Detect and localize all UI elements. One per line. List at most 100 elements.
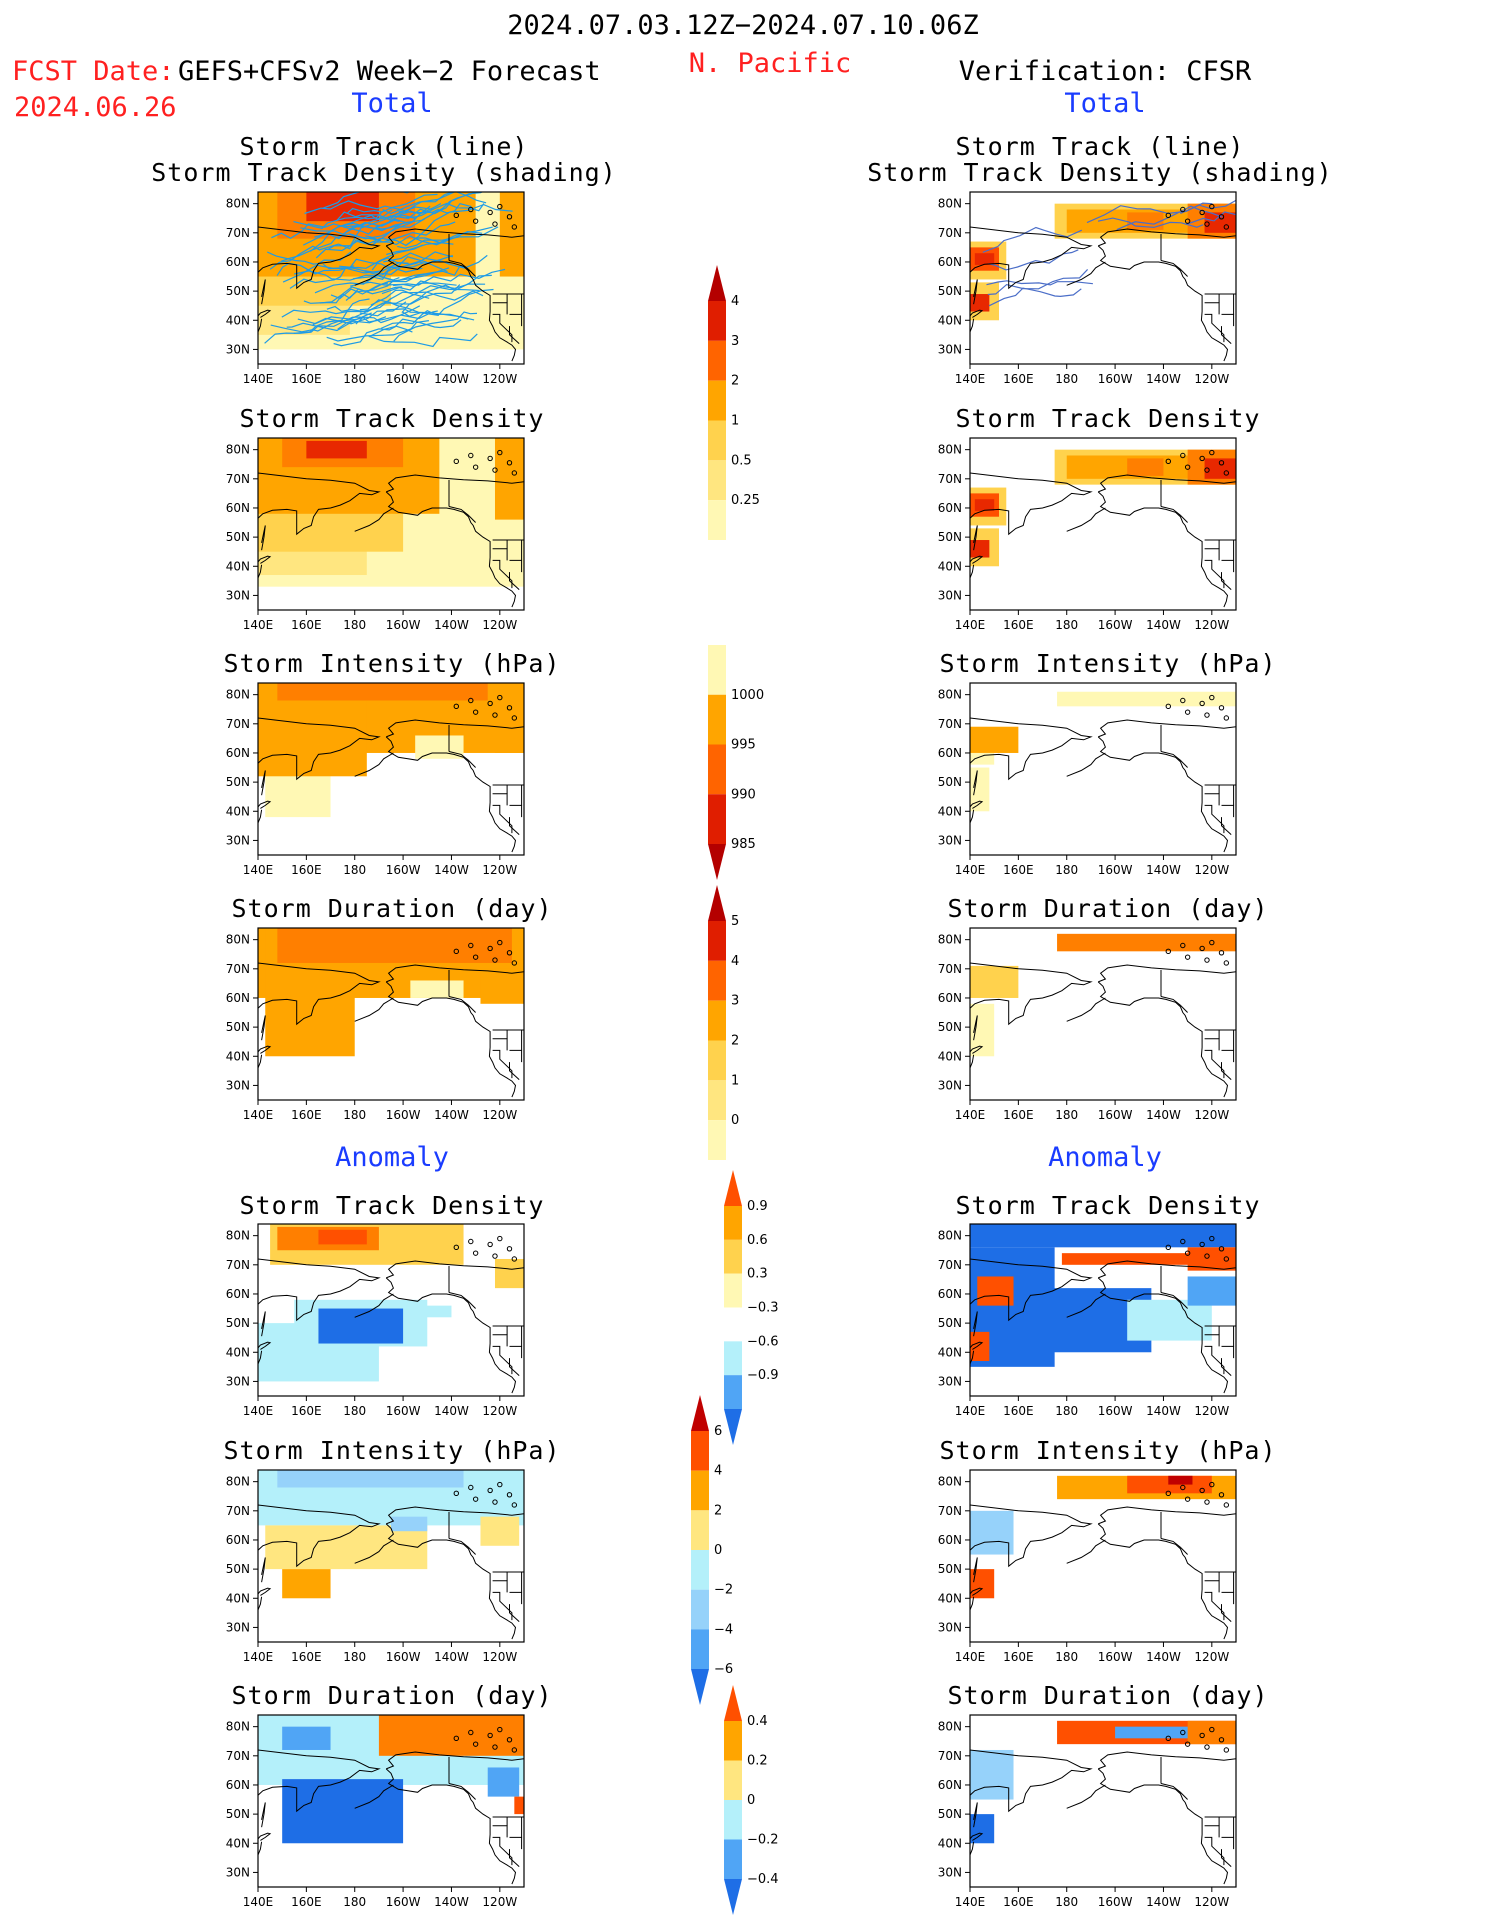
storm-track-line: [369, 333, 478, 348]
coastline: [970, 962, 1093, 1026]
lon-tick-label: 140W: [434, 1108, 469, 1122]
title-fc-track-shading: Storm Track Density (shading): [151, 158, 617, 187]
map-panel-vf-intensity: 80N 70N 60N 50N 40N 30N 140E 160E 180 160W 140W 120…: [915, 673, 1251, 889]
shade-cell: [277, 928, 512, 963]
coastline: [509, 1604, 520, 1622]
coastline: [448, 1538, 476, 1555]
lon-tick-label: 180: [1055, 1650, 1078, 1664]
date-range-title: 2024.07.03.12Z−2024.07.10.06Z: [507, 10, 979, 41]
island: [487, 945, 493, 952]
island: [506, 950, 513, 956]
lat-tick-label: 70N: [938, 226, 962, 240]
storm-track-line: [339, 258, 423, 268]
colorbar-swatch: [691, 1470, 709, 1511]
coastline: [258, 1054, 263, 1069]
lat-tick-label: 80N: [938, 443, 962, 457]
coastline: [354, 261, 394, 286]
lon-tick-label: 140W: [1146, 1895, 1181, 1909]
coastline: [1098, 1751, 1236, 1770]
storm-track-line: [1097, 217, 1204, 229]
coastline: [386, 719, 524, 738]
coastline: [509, 1358, 520, 1376]
island: [1204, 1253, 1210, 1259]
coastline: [258, 1341, 272, 1350]
shade-cell: [970, 752, 995, 765]
colorbar-swatch: [691, 1395, 709, 1431]
colorbar-label: 0: [714, 1543, 722, 1558]
coastline: [386, 964, 524, 983]
colorbar-intensity-anom: 6 4 2 0 −2 −4 −6: [688, 1395, 758, 1709]
storm-track-line: [1116, 205, 1223, 231]
island: [1165, 458, 1171, 465]
coastline: [1221, 1604, 1232, 1622]
coastline: [258, 555, 272, 564]
island: [487, 1241, 493, 1248]
coastline: [261, 279, 266, 305]
lon-tick-label: 140W: [1146, 1108, 1181, 1122]
coastline: [1097, 736, 1229, 853]
island: [506, 1492, 513, 1498]
map-svg: 80N 70N 60N 50N 40N 30N 140E 160E 180 160W 140W 120…: [938, 1714, 1237, 1909]
coastline: [258, 962, 381, 1026]
coastline: [1160, 1538, 1188, 1555]
island: [1209, 449, 1215, 456]
lat-tick-label: 50N: [226, 1807, 250, 1821]
coastline: [970, 1596, 975, 1611]
lon-tick-label: 160W: [1098, 1895, 1133, 1909]
island: [1184, 1250, 1191, 1256]
lon-tick-label: 160E: [291, 1108, 322, 1122]
coastline: [509, 572, 520, 590]
colorbar-swatch: [708, 1080, 726, 1121]
lon-tick-label: 160W: [1098, 863, 1133, 877]
shade-cell: [318, 1229, 367, 1245]
coastline: [973, 1311, 978, 1337]
storm-track-line: [269, 239, 357, 270]
title-fc-intensity-anom: Storm Intensity (hPa): [223, 1436, 561, 1465]
colorbar-label: −2: [714, 1583, 733, 1598]
coastline: [970, 564, 975, 579]
colorbar-label: 1000: [731, 688, 764, 703]
coastline: [970, 309, 984, 318]
island: [453, 703, 459, 710]
storm-track-line: [343, 205, 431, 235]
colorbar-label: 2: [714, 1503, 722, 1518]
storm-track-line: [987, 268, 1089, 296]
shade-cell: [970, 726, 1019, 753]
lon-tick-label: 120W: [482, 1404, 517, 1418]
coastline: [509, 326, 520, 344]
island: [492, 712, 498, 718]
lon-tick-label: 160W: [386, 1650, 421, 1664]
island: [1199, 209, 1205, 216]
lat-tick-label: 40N: [938, 804, 962, 818]
coastline: [1221, 1836, 1235, 1850]
region-title: N. Pacific: [688, 48, 852, 79]
shade-cell: [970, 1510, 1014, 1555]
lat-tick-label: 70N: [938, 1504, 962, 1518]
coastline: [386, 474, 524, 493]
map-svg: 80N 70N 60N 50N 40N 30N 140E 160E 180 160W 140W 120…: [226, 682, 525, 877]
lon-tick-label: 120W: [482, 372, 517, 386]
storm-track-line: [347, 193, 438, 214]
lat-tick-label: 60N: [226, 255, 250, 269]
map-svg: 80N 70N 60N 50N 40N 30N 140E 160E 180 160W 140W 120…: [226, 927, 525, 1122]
lat-tick-label: 50N: [938, 530, 962, 544]
map-panel-fc-intensity: 80N 70N 60N 50N 40N 30N 140E 160E 180 160W 140W 120…: [203, 673, 539, 889]
colorbar-swatch: [724, 1170, 742, 1206]
colorbar-label: 3: [731, 994, 739, 1009]
shade-cell: [277, 683, 488, 701]
lat-tick-label: 70N: [226, 226, 250, 240]
lon-tick-label: 120W: [482, 618, 517, 632]
lat-tick-label: 70N: [226, 962, 250, 976]
colorbar-label: −6: [714, 1662, 733, 1677]
coastline: [448, 751, 476, 768]
island: [1204, 712, 1210, 718]
island: [506, 1246, 513, 1252]
coastline: [1097, 245, 1229, 362]
island: [497, 1726, 503, 1733]
island: [1180, 1729, 1186, 1736]
island: [492, 957, 498, 963]
island: [472, 1496, 479, 1502]
shade-cell: [318, 1308, 404, 1344]
coastline: [492, 1825, 508, 1838]
lon-tick-label: 160E: [291, 618, 322, 632]
